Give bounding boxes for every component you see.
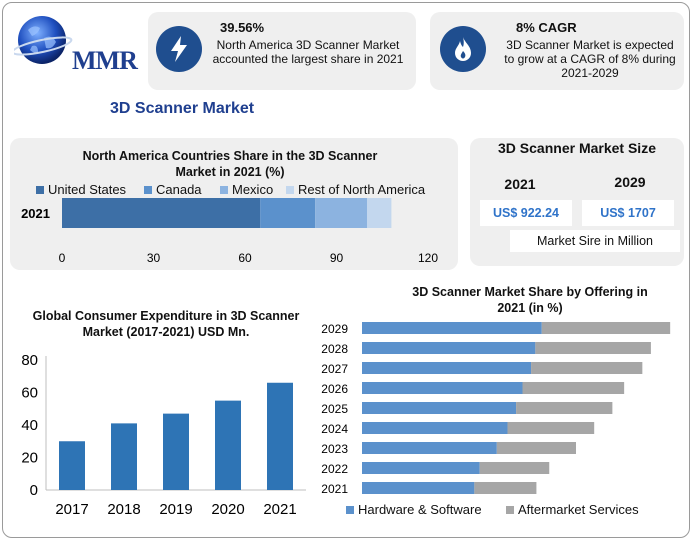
- bar-aftermarket-services-2028: [535, 342, 651, 354]
- bar-2018: [111, 423, 137, 490]
- y-tick-label: 2024: [321, 422, 348, 436]
- legend-label: Canada: [156, 182, 202, 197]
- market-size-unit-note: Market Sire in Million: [510, 230, 680, 252]
- bar-2020: [215, 400, 241, 490]
- bar-aftermarket-services-2027: [531, 362, 643, 374]
- legend-canada: Canada: [144, 182, 202, 197]
- lightning-icon: [156, 26, 202, 72]
- bar-hardware-software-2024: [362, 422, 508, 434]
- bar-hardware-software-2023: [362, 442, 497, 454]
- market-size-year-2029: 2029: [614, 174, 646, 190]
- bar-aftermarket-services-2023: [496, 442, 576, 454]
- stat-card-cagr: 8% CAGR 3D Scanner Market is expected to…: [430, 12, 684, 90]
- y-tick-label: 60: [21, 385, 38, 402]
- legend-label: Mexico: [232, 182, 274, 197]
- bar-hardware-software-2029: [362, 322, 542, 334]
- market-size-panel: 3D Scanner Market Size 2021 2029 US$ 922…: [470, 138, 684, 266]
- bar-hardware-software-2028: [362, 342, 536, 354]
- y-tick-label: 2022: [321, 462, 348, 476]
- y-tick-label: 2026: [321, 382, 348, 396]
- bar-hardware-software-2027: [362, 362, 532, 374]
- bar-aftermarket-services-2021: [474, 482, 537, 494]
- y-tick-label: 80: [21, 352, 38, 369]
- legend-united-states: United States: [36, 182, 126, 197]
- y-tick-label: 0: [30, 482, 38, 499]
- x-tick-label: 2019: [159, 501, 192, 518]
- bar-2021: [267, 382, 293, 490]
- chart1-panel: North America Countries Share in the 3D …: [10, 138, 458, 270]
- card1-headline: 39.56%: [220, 20, 265, 35]
- y-tick-label: 2023: [321, 442, 348, 456]
- x-tick-label: 2018: [107, 501, 140, 518]
- x-tick-label: 2021: [263, 501, 296, 518]
- bar-2019: [163, 413, 189, 490]
- globe-icon: [14, 16, 73, 64]
- chart1-svg: 2021 0 30 60 90 120: [21, 198, 438, 265]
- bar-hardware-software-2026: [362, 382, 523, 394]
- market-size-value-2021: US$ 922.24: [480, 200, 572, 226]
- bar-aftermarket-services-2029: [541, 322, 671, 334]
- bar-aftermarket-services-2025: [516, 402, 613, 414]
- y-tick-label: 2021: [321, 482, 348, 496]
- stat-card-north-america: 39.56% North America 3D Scanner Market a…: [148, 12, 416, 90]
- x-tick-label: 90: [330, 251, 344, 265]
- card1-text: North America 3D Scanner Market accounte…: [212, 38, 404, 66]
- logo-text: MMR: [72, 46, 138, 75]
- legend-label: Hardware & Software: [358, 502, 482, 517]
- bar-rest-of-north-america: [367, 198, 392, 228]
- card2-text: 3D Scanner Market is expected to grow at…: [504, 38, 676, 80]
- legend-hardware-software: Hardware & Software: [346, 502, 482, 517]
- bar-mexico: [315, 198, 367, 228]
- y-tick-label: 2027: [321, 362, 348, 376]
- market-size-year-2021: 2021: [504, 176, 536, 192]
- market-size-title: 3D Scanner Market Size: [498, 140, 656, 156]
- y-tick-label: 2029: [321, 322, 348, 336]
- chart3-title: 3D Scanner Market Share by Offering in 2…: [412, 285, 648, 315]
- x-tick-label: 2017: [55, 501, 88, 518]
- chart1-title: North America Countries Share in the 3D …: [82, 149, 378, 179]
- chart3-svg: 2029 2028 2027 2026 2025 2024 2023 2022 2021: [321, 322, 671, 496]
- legend-label: United States: [48, 182, 127, 197]
- y-tick-label: 2025: [321, 402, 348, 416]
- brand-logo: MMR: [14, 12, 144, 82]
- y-tick-label: 40: [21, 417, 38, 434]
- bar-hardware-software-2022: [362, 462, 480, 474]
- x-tick-label: 30: [147, 251, 161, 265]
- bar-hardware-software-2025: [362, 402, 517, 414]
- bar-aftermarket-services-2026: [522, 382, 625, 394]
- chart2-svg: 0 20 40 60 80 2017 2018 2019 2020 2021: [21, 352, 306, 518]
- page-title: 3D Scanner Market: [110, 100, 255, 117]
- legend-label: Rest of North America: [298, 182, 426, 197]
- card2-headline: 8% CAGR: [516, 20, 577, 35]
- bar-aftermarket-services-2024: [507, 422, 595, 434]
- bar-united-states: [62, 198, 261, 228]
- market-size-value-2029: US$ 1707: [582, 200, 674, 226]
- bar-aftermarket-services-2022: [479, 462, 550, 474]
- x-tick-label: 0: [59, 251, 66, 265]
- x-tick-label: 120: [418, 251, 438, 265]
- x-tick-label: 60: [238, 251, 252, 265]
- y-tick-label: 2028: [321, 342, 348, 356]
- y-tick-label: 2021: [21, 206, 50, 221]
- chart2-title: Global Consumer Expenditure in 3D Scanne…: [32, 309, 300, 339]
- legend-mexico: Mexico: [220, 182, 273, 197]
- x-tick-label: 2020: [211, 501, 244, 518]
- legend-aftermarket-services: Aftermarket Services: [506, 502, 639, 517]
- bar-2017: [59, 441, 85, 490]
- legend-rest-of-north-america: Rest of North America: [286, 182, 425, 197]
- bar-hardware-software-2021: [362, 482, 475, 494]
- legend-label: Aftermarket Services: [518, 502, 639, 517]
- bar-canada: [260, 198, 316, 228]
- y-tick-label: 20: [21, 450, 38, 467]
- flame-icon: [440, 26, 486, 72]
